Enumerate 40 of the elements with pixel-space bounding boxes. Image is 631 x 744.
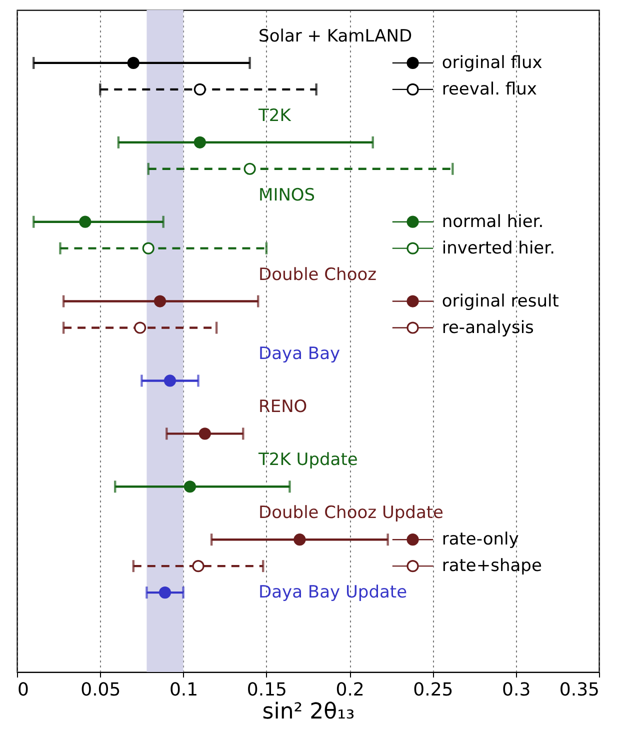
legend-label: reeval. flux — [442, 79, 537, 100]
legend-label: normal hier. — [442, 212, 544, 232]
x-tick-label: 0.2 — [336, 680, 364, 700]
x-tick-label: 0 — [18, 680, 29, 700]
y-tick-label: Solar + KamLAND — [258, 26, 412, 46]
point — [164, 374, 176, 387]
y-tick-label: Daya Bay Update — [258, 582, 408, 603]
x-tick-label: 0.25 — [413, 680, 454, 700]
point — [142, 242, 154, 254]
point — [194, 83, 206, 96]
point — [184, 480, 196, 493]
legend-label: re-analysis — [442, 318, 534, 338]
y-tick-label: T2K — [258, 106, 292, 126]
x-axis-title: sin² 2θ₁₃ — [262, 700, 355, 724]
legend-label: rate+shape — [442, 556, 542, 576]
legend-label: rate-only — [442, 530, 519, 550]
y-tick-label: Double Chooz — [258, 264, 377, 285]
point — [294, 534, 306, 546]
point — [127, 56, 140, 69]
legend-label: original flux — [442, 52, 542, 73]
point — [154, 295, 166, 308]
point — [192, 560, 204, 572]
x-tick-label: 0.1 — [169, 680, 198, 700]
point — [79, 216, 92, 228]
y-tick-label: MINOS — [258, 185, 316, 206]
legend-label: original result — [442, 291, 560, 312]
y-tick-label: T2K Update — [258, 450, 358, 470]
x-tick-label: 0.05 — [80, 680, 121, 700]
point — [194, 136, 206, 148]
point — [198, 428, 211, 440]
x-tick-label: 0.3 — [502, 680, 531, 700]
point — [134, 322, 146, 334]
x-tick-label: 0.15 — [246, 680, 287, 700]
y-tick-label: Daya Bay — [258, 344, 340, 364]
point — [244, 162, 256, 175]
y-tick-label: Double Chooz Update — [258, 503, 444, 524]
point — [158, 586, 172, 599]
y-tick-label: RENO — [258, 397, 308, 418]
x-tick-label: 0.35 — [559, 680, 600, 700]
legend-label: inverted hier. — [442, 238, 555, 258]
